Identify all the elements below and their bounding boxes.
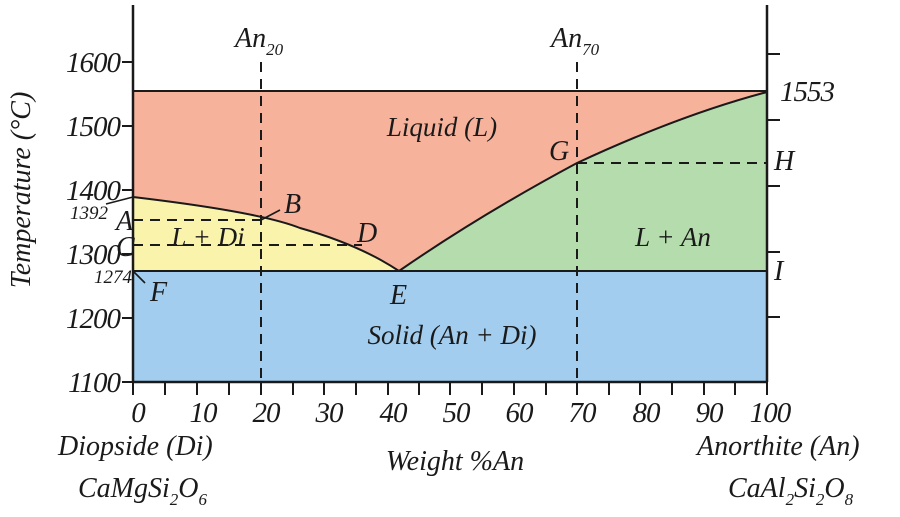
an-melting-point-label: 1553 (780, 76, 835, 108)
svg-text:60: 60 (506, 397, 535, 429)
liquidus-di (132, 196, 400, 272)
y-tick-1400: 1400 (66, 175, 122, 207)
svg-text:80: 80 (633, 397, 662, 429)
y-tick-1300: 1300 (66, 239, 122, 271)
svg-text:70: 70 (569, 397, 598, 429)
svg-text:10: 10 (190, 397, 219, 429)
anorthite-formula: CaAl2Si2O8 (728, 473, 854, 509)
point-f: F (149, 277, 168, 308)
eutectic-temp-label: 1274 (94, 267, 133, 288)
point-h: H (773, 146, 796, 177)
x-tick-labels: 0 10 20 30 40 50 60 70 80 90 100 (131, 397, 793, 429)
y-ticks-left (122, 61, 133, 383)
point-g: G (549, 136, 569, 167)
svg-text:0: 0 (131, 397, 146, 429)
region-label-l-di: L + Di (170, 222, 244, 252)
point-e: E (389, 280, 407, 311)
diopside-formula: CaMgSi2O6 (78, 473, 208, 509)
point-a: A (114, 206, 134, 237)
y-tick-1100: 1100 (68, 367, 121, 399)
region-label-solid: Solid (An + Di) (368, 320, 537, 350)
svg-text:100: 100 (750, 397, 792, 429)
y-tick-1500: 1500 (66, 111, 122, 143)
point-c: C (116, 232, 135, 263)
point-i: I (773, 256, 785, 287)
x-ticks (132, 382, 768, 395)
point-d: D (356, 218, 377, 249)
region-label-liquid: Liquid (L) (386, 112, 497, 142)
region-label-l-an: L + An (634, 222, 711, 252)
x-axis-title: Weight %An (386, 446, 524, 477)
diopside-label: Diopside (Di) (57, 431, 213, 462)
point-b: B (284, 189, 301, 220)
region-solid (133, 271, 767, 382)
y-tick-1600: 1600 (66, 47, 122, 79)
an20-label: An20 (233, 23, 284, 59)
leader-lines (105, 196, 281, 284)
di-melting-point-label: 1392 (70, 203, 109, 224)
anorthite-label: Anorthite (An) (695, 431, 860, 462)
svg-text:40: 40 (380, 397, 409, 429)
y-ticks-right (767, 53, 780, 318)
y-tick-1200: 1200 (66, 303, 122, 335)
y-axis-title: Temperature (°C) (6, 92, 37, 289)
region-l-plus-di (133, 197, 399, 271)
svg-text:20: 20 (253, 397, 282, 429)
an70-label: An70 (549, 23, 600, 59)
svg-text:90: 90 (696, 397, 725, 429)
svg-text:30: 30 (315, 397, 345, 429)
svg-text:50: 50 (443, 397, 472, 429)
region-l-plus-an (399, 92, 767, 271)
dashed-lines (133, 62, 767, 382)
